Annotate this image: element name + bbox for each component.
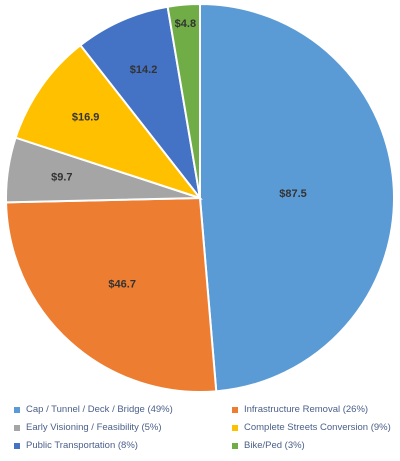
slice-data-label: $14.2 bbox=[130, 64, 158, 76]
pie-slice bbox=[166, 2, 201, 199]
legend-swatch bbox=[232, 442, 238, 449]
slice-data-label: $16.9 bbox=[72, 112, 100, 124]
legend-swatch bbox=[14, 442, 20, 449]
legend-label: Bike/Ped (3%) bbox=[244, 440, 305, 451]
legend-swatch bbox=[14, 424, 20, 431]
pie-slice bbox=[14, 43, 203, 200]
legend-swatch bbox=[232, 406, 238, 413]
legend-item-complete-streets: Complete Streets Conversion (9%) bbox=[232, 422, 394, 433]
slice-data-label: $46.7 bbox=[108, 278, 136, 290]
legend-swatch bbox=[14, 406, 20, 413]
legend-swatch bbox=[232, 424, 238, 431]
pie-slice bbox=[79, 5, 201, 199]
legend-label: Public Transportation (8%) bbox=[26, 440, 138, 451]
pie-slice bbox=[199, 2, 395, 393]
pie-slice bbox=[5, 196, 218, 393]
legend-label: Infrastructure Removal (26%) bbox=[244, 404, 369, 415]
slice-data-label: $87.5 bbox=[279, 188, 307, 200]
pie-chart: $87.5 $46.7 $9.7 $16.9 $14.2 $4.8 bbox=[5, 2, 395, 393]
legend-item-infrastructure-removal: Infrastructure Removal (26%) bbox=[232, 404, 394, 415]
pie-svg: $87.5 $46.7 $9.7 $16.9 $14.2 $4.8 bbox=[5, 2, 395, 393]
legend-item-early-visioning: Early Visioning / Feasibility (5%) bbox=[14, 422, 232, 433]
slice-data-label: $9.7 bbox=[51, 171, 72, 183]
legend-item-bike-ped: Bike/Ped (3%) bbox=[232, 440, 394, 451]
legend-item-cap-tunnel-deck-bridge: Cap / Tunnel / Deck / Bridge (49%) bbox=[14, 404, 232, 415]
legend-label: Cap / Tunnel / Deck / Bridge (49%) bbox=[26, 404, 173, 415]
slice-data-label: $4.8 bbox=[175, 18, 196, 30]
legend: Cap / Tunnel / Deck / Bridge (49%) Infra… bbox=[14, 404, 394, 451]
legend-item-public-transportation: Public Transportation (8%) bbox=[14, 440, 232, 451]
legend-label: Early Visioning / Feasibility (5%) bbox=[26, 422, 162, 433]
legend-label: Complete Streets Conversion (9%) bbox=[244, 422, 391, 433]
